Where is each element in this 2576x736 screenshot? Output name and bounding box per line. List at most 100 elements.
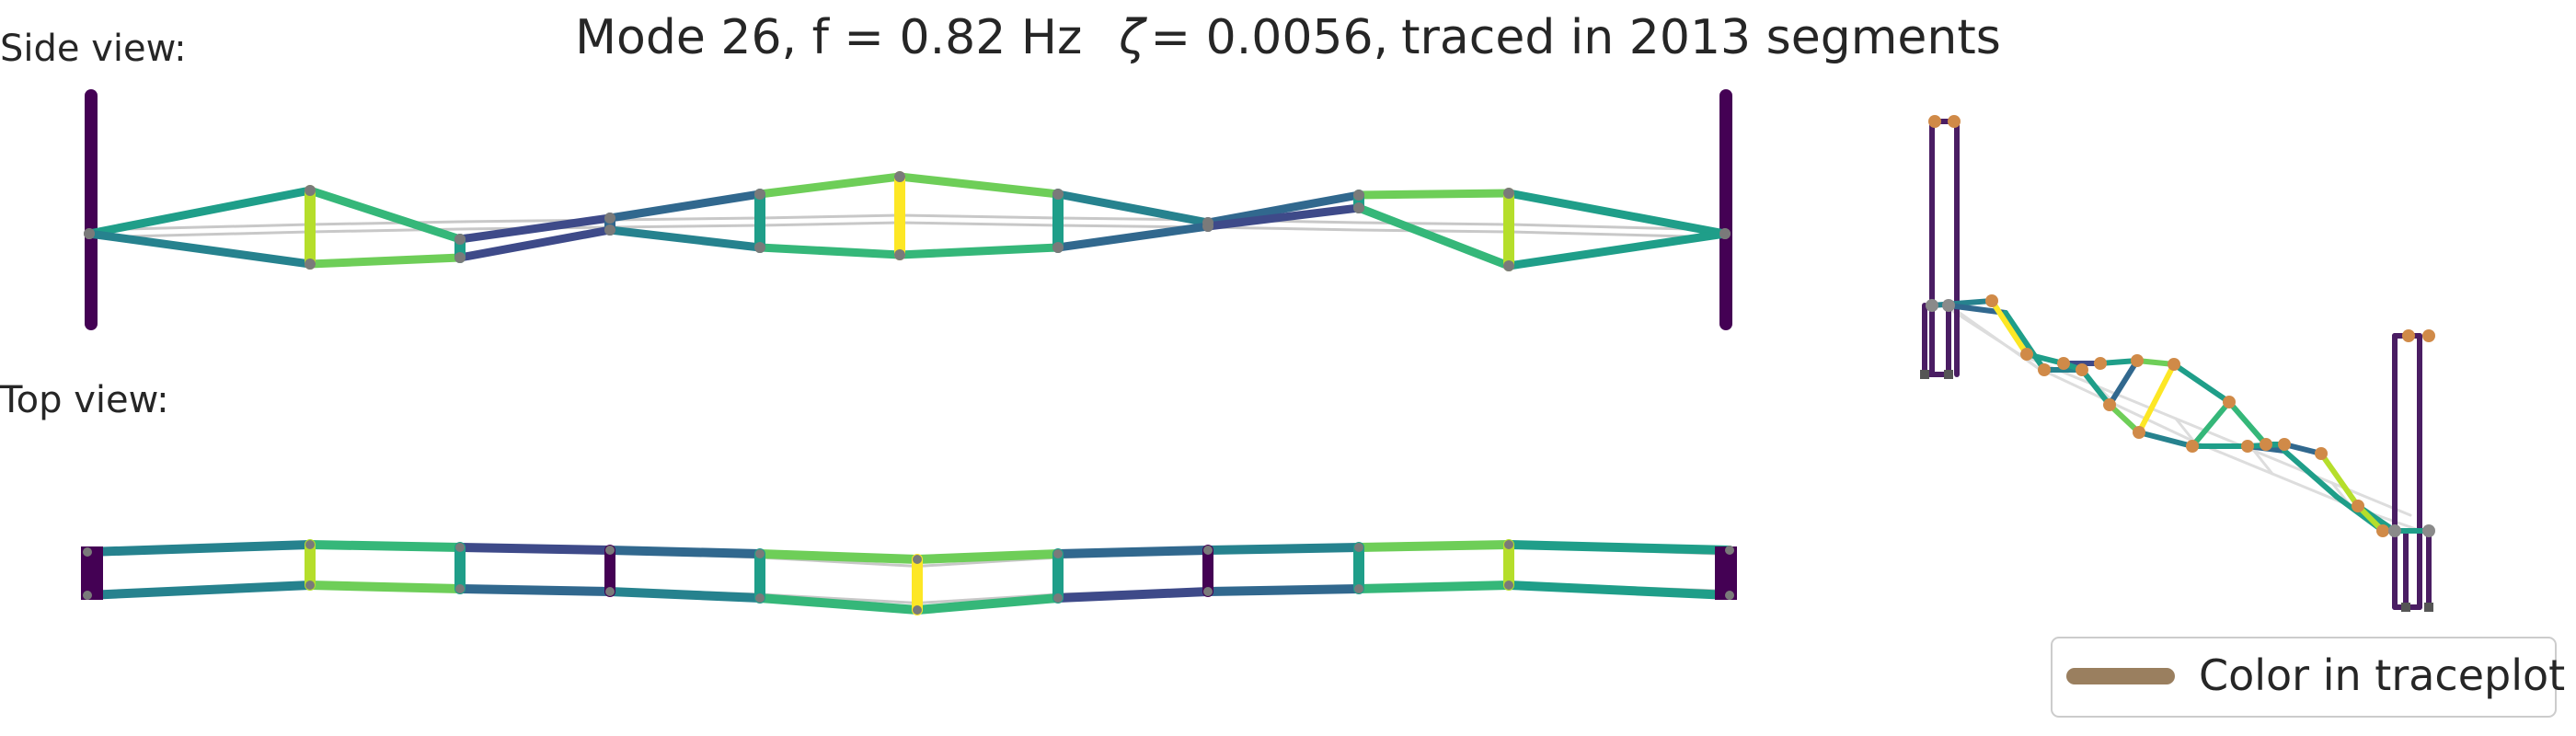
- deformed-bottom-chord: [83, 581, 315, 600]
- deformed-top-chord: [1354, 540, 1513, 552]
- undeformed-edge: [898, 213, 1060, 220]
- undeformed-edge: [1357, 228, 1511, 234]
- undeformed-edge: [2174, 417, 2196, 443]
- node: [455, 543, 465, 552]
- node: [1504, 540, 1513, 549]
- deformed-top-chord: [1203, 190, 1363, 227]
- deformed-top-chord: [1053, 546, 1213, 558]
- undeformed-edge: [2252, 449, 2274, 476]
- node: [1202, 221, 1213, 232]
- legend: Color in traceplot: [2051, 637, 2565, 718]
- deformed-top-chord: [913, 549, 1063, 564]
- deformed-top-chord: [605, 546, 765, 558]
- node: [1942, 299, 1955, 312]
- node: [455, 584, 465, 593]
- node: [1948, 115, 1961, 128]
- node: [605, 587, 615, 596]
- deformed-bottom-chord: [895, 243, 1063, 259]
- deformed-top-chord: [305, 540, 465, 552]
- deformed-bottom-chord: [1203, 584, 1363, 596]
- node: [1353, 190, 1364, 201]
- node: [1504, 581, 1513, 590]
- node: [454, 234, 466, 245]
- node: [2352, 500, 2364, 512]
- node: [2422, 329, 2435, 342]
- deformed-bottom-chord: [455, 225, 615, 262]
- base-node: [2424, 603, 2433, 612]
- node: [1503, 260, 1514, 271]
- deformed-bottom-chord: [913, 593, 1063, 615]
- deformed-bottom-chord: [1504, 581, 1734, 600]
- node: [1719, 228, 1731, 239]
- undeformed-edge: [1206, 225, 1361, 232]
- node: [2278, 438, 2291, 451]
- deformed-chord: [2226, 399, 2269, 447]
- deformed-bottom-chord: [1504, 229, 1730, 270]
- support-block: [1715, 546, 1737, 600]
- legend-label: Color in traceplot: [2199, 650, 2565, 700]
- deformed-chord: [2318, 451, 2361, 509]
- node: [755, 593, 765, 603]
- node: [2241, 440, 2254, 453]
- node: [894, 171, 905, 182]
- deformed-bottom-chord: [1354, 203, 1513, 270]
- deformed-bottom-chord: [1053, 587, 1213, 603]
- node: [83, 591, 92, 600]
- side-view-label: Side view:: [0, 28, 187, 70]
- node: [1203, 587, 1213, 596]
- deformed-top-chord: [455, 213, 615, 244]
- base-node: [1920, 370, 1929, 379]
- node: [2020, 348, 2033, 361]
- node: [604, 224, 615, 236]
- node: [754, 242, 765, 253]
- deformed-chord: [2171, 362, 2232, 405]
- node: [2388, 524, 2401, 537]
- node: [1353, 202, 1364, 213]
- node: [2402, 329, 2415, 342]
- legend-box: [2051, 637, 2557, 718]
- undeformed-edge: [758, 213, 902, 220]
- node: [2186, 440, 2199, 453]
- node: [2133, 426, 2145, 439]
- node: [2315, 447, 2328, 460]
- undeformed-edge: [308, 220, 462, 226]
- deformed-vertical: [2107, 358, 2140, 408]
- deformed-bottom-chord: [755, 243, 904, 259]
- node: [1052, 242, 1064, 253]
- figure-title: Mode 26, f = 0.82 Hz ζ = 0.0056, traced in …: [575, 10, 2001, 65]
- isometric-view-plot: [1920, 115, 2435, 612]
- node: [305, 185, 316, 196]
- node: [2103, 398, 2116, 411]
- top-view-plot: [81, 539, 1737, 615]
- deformed-chord: [2079, 367, 2112, 408]
- deformed-chord: [2003, 310, 2047, 373]
- deformed-bottom-chord: [605, 225, 765, 252]
- undeformed-edge: [2096, 385, 2178, 420]
- deformed-top-chord: [895, 172, 1063, 199]
- deformed-top-chord: [1354, 189, 1513, 200]
- side-view-plot: [84, 89, 1732, 330]
- deformed-top-chord: [85, 186, 315, 238]
- deformed-bottom-chord: [305, 253, 465, 269]
- node: [84, 228, 95, 239]
- node: [2076, 363, 2088, 376]
- undeformed-edge: [608, 216, 762, 222]
- deformed-vertical: [1989, 298, 2030, 357]
- deformed-bottom-chord: [605, 587, 765, 603]
- deformed-chord: [2282, 448, 2340, 500]
- deformed-bottom-chord: [755, 593, 922, 615]
- node: [913, 555, 922, 564]
- undeformed-edge: [758, 221, 902, 227]
- node: [454, 252, 466, 263]
- node: [1928, 115, 1941, 128]
- node: [1985, 294, 1998, 307]
- deformed-bottom-chord: [1053, 222, 1213, 252]
- node: [1053, 549, 1063, 558]
- node: [2057, 357, 2070, 370]
- deformed-top-chord: [605, 190, 765, 223]
- deformed-top-chord: [305, 186, 465, 244]
- undeformed-edge: [898, 221, 1060, 227]
- node: [913, 605, 922, 615]
- node: [1203, 546, 1213, 555]
